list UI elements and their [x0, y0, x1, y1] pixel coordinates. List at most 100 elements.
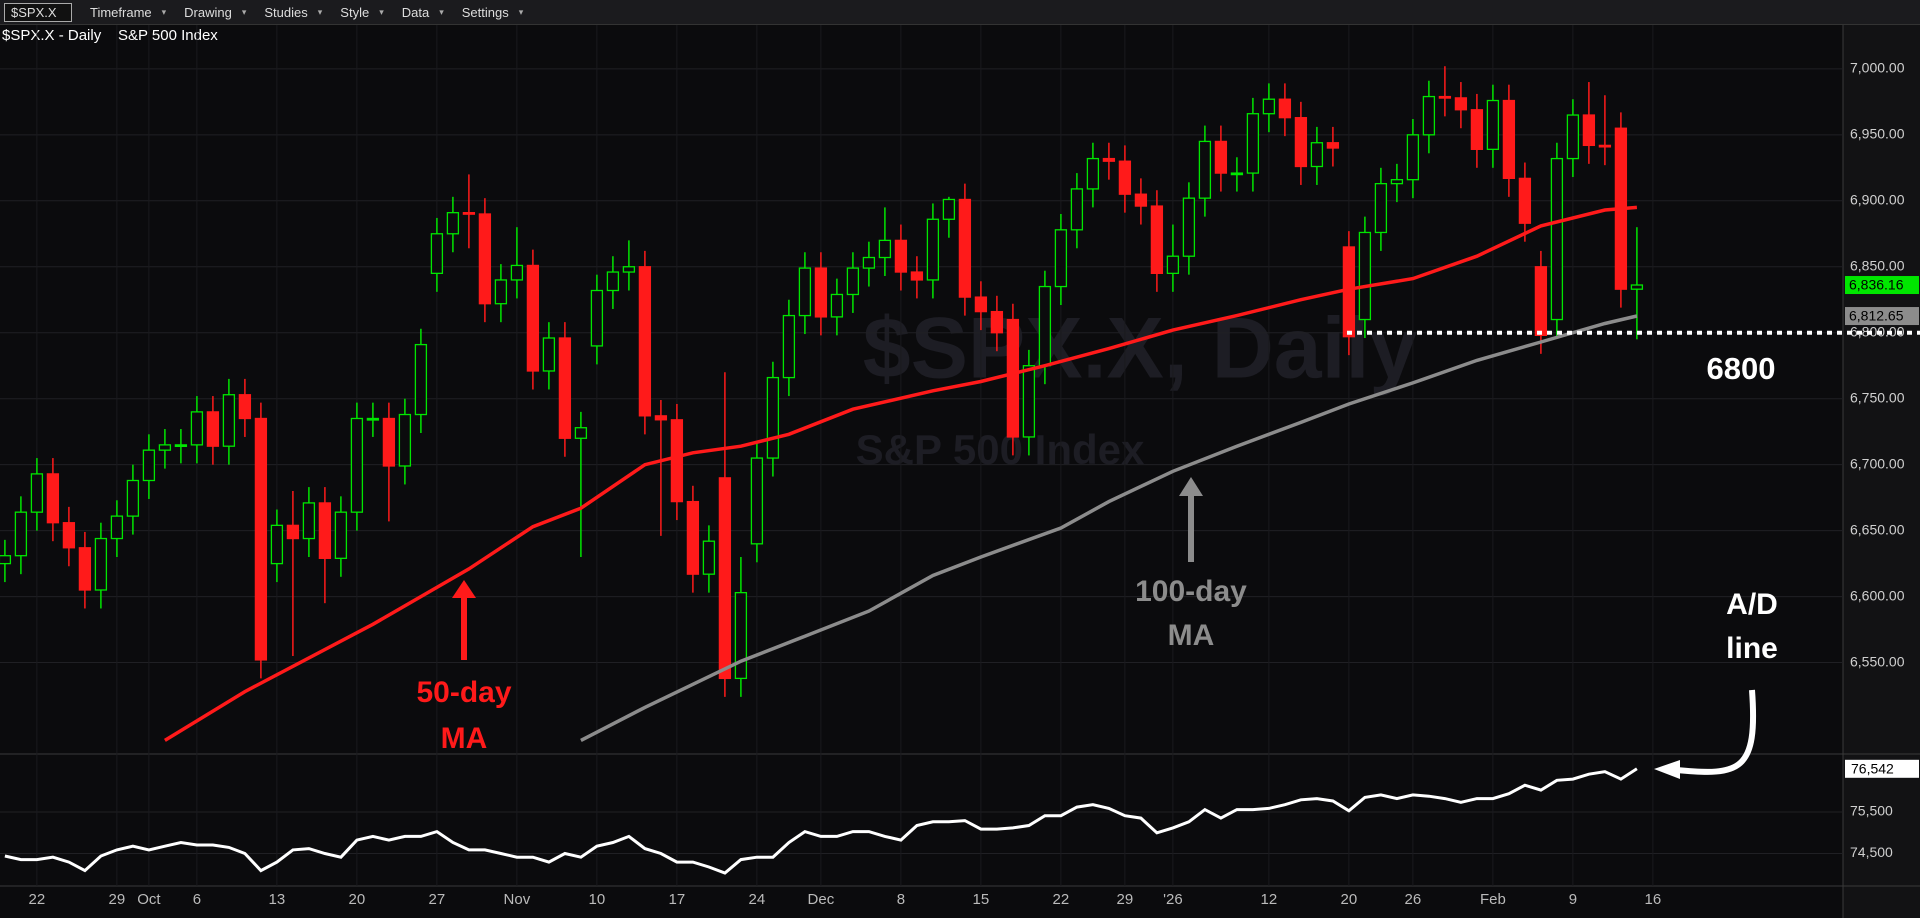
- candle-body: [30, 473, 44, 513]
- candle-body: [862, 256, 876, 269]
- candle-body: [1534, 266, 1548, 337]
- candle-body: [206, 411, 220, 447]
- candle-body: [878, 239, 892, 259]
- candle-body: [1326, 142, 1340, 149]
- last-value-tag: [1845, 759, 1919, 778]
- candle-body: [702, 540, 716, 575]
- candle-body: [1310, 142, 1324, 168]
- candle-body: [190, 411, 204, 446]
- x-tick-label: 6: [193, 891, 201, 908]
- candle-body: [1182, 197, 1196, 257]
- candle-body: [366, 417, 380, 421]
- candle-body: [62, 522, 76, 549]
- candle-body: [1038, 285, 1052, 367]
- candle-body: [558, 337, 572, 439]
- candle-body: [542, 337, 556, 372]
- candle-body: [1486, 99, 1500, 150]
- candle-body: [590, 289, 604, 347]
- candle-body: [1550, 157, 1564, 321]
- x-tick-label: 8: [897, 891, 905, 908]
- x-tick-label: 10: [589, 891, 606, 908]
- menu-timeframe[interactable]: Timeframe: [90, 5, 166, 20]
- candle-body: [158, 444, 172, 451]
- candle-body: [574, 427, 588, 439]
- candle-body: [766, 376, 780, 459]
- menu-drawing[interactable]: Drawing: [184, 5, 246, 20]
- candle-body: [46, 473, 60, 524]
- candle-body: [974, 296, 988, 313]
- y-tick-label: 74,500: [1850, 844, 1893, 860]
- candle-body: [1422, 95, 1436, 136]
- candle-body: [446, 212, 460, 235]
- candle-body: [734, 591, 748, 680]
- axis-background: [1843, 25, 1920, 918]
- candle-body: [462, 212, 476, 215]
- menu-settings[interactable]: Settings: [462, 5, 524, 20]
- x-tick-label: 29: [1117, 891, 1134, 908]
- reference-label: 6800: [1707, 351, 1776, 386]
- last-value-label: 6,812.65: [1849, 308, 1904, 324]
- x-tick-label: 20: [349, 891, 366, 908]
- watermark: $SPX.X, Daily: [863, 301, 1418, 397]
- arrowhead-50-day: [452, 580, 476, 598]
- candle-body: [254, 417, 268, 661]
- last-value-label: 76,542: [1851, 761, 1894, 777]
- candle-body: [1294, 117, 1308, 168]
- symbol-box[interactable]: $SPX.X: [4, 2, 72, 22]
- candle-body: [846, 267, 860, 296]
- candle-body: [1118, 160, 1132, 195]
- candle-body: [398, 413, 412, 467]
- x-tick-label: 27: [429, 891, 446, 908]
- ma-annotation: 50-day: [416, 676, 511, 709]
- candle-body: [510, 264, 524, 281]
- candle-body: [1006, 318, 1020, 438]
- candle-body: [478, 213, 492, 305]
- candle-body: [654, 415, 668, 421]
- moving-average: [163, 205, 1638, 742]
- candle-body: [526, 264, 540, 372]
- candle-body: [990, 310, 1004, 334]
- candle-body: [1502, 99, 1516, 180]
- candle-body: [798, 267, 812, 317]
- candle-body: [174, 444, 188, 448]
- candle-body: [718, 477, 732, 680]
- candle-body: [14, 511, 28, 557]
- y-tick-label: 6,650.00: [1850, 521, 1905, 537]
- candle-body: [1518, 177, 1532, 224]
- arrowhead-100-day: [1179, 477, 1203, 496]
- candle-body: [1406, 134, 1420, 181]
- y-tick-label: 7,000.00: [1850, 60, 1905, 76]
- x-tick-label: 17: [669, 891, 686, 908]
- candle-body: [1454, 97, 1468, 111]
- x-tick-label: Nov: [504, 891, 531, 908]
- toolbar: $SPX.X Timeframe Drawing Studies Style D…: [0, 0, 1920, 25]
- candle-body: [606, 271, 620, 292]
- candle-body: [638, 266, 652, 417]
- ad-line: [4, 767, 1638, 875]
- candle-body: [1438, 95, 1452, 99]
- candle-body: [1054, 229, 1068, 288]
- candle-body: [350, 417, 364, 513]
- candle-body: [110, 515, 124, 540]
- last-value-label: 6,836.16: [1849, 277, 1904, 293]
- candle-body: [814, 267, 828, 318]
- candle-body: [1198, 140, 1212, 199]
- candle-body: [1086, 157, 1100, 190]
- candle-body: [286, 524, 300, 540]
- ad-annotation: line: [1726, 632, 1778, 665]
- candle-body: [1134, 193, 1148, 207]
- candle-body: [686, 500, 700, 575]
- menu-style[interactable]: Style: [340, 5, 383, 20]
- y-tick-label: 75,500: [1850, 803, 1893, 819]
- candle-body: [830, 293, 844, 318]
- y-tick-label: 6,600.00: [1850, 587, 1905, 603]
- x-tick-label: 24: [749, 891, 766, 908]
- menu-data[interactable]: Data: [402, 5, 444, 20]
- candle-body: [302, 502, 316, 540]
- candle-body: [318, 502, 332, 559]
- arrow-ad-line: [1675, 689, 1756, 775]
- menu-studies[interactable]: Studies: [264, 5, 322, 20]
- candle-body: [1470, 109, 1484, 150]
- candle-body: [1374, 182, 1388, 234]
